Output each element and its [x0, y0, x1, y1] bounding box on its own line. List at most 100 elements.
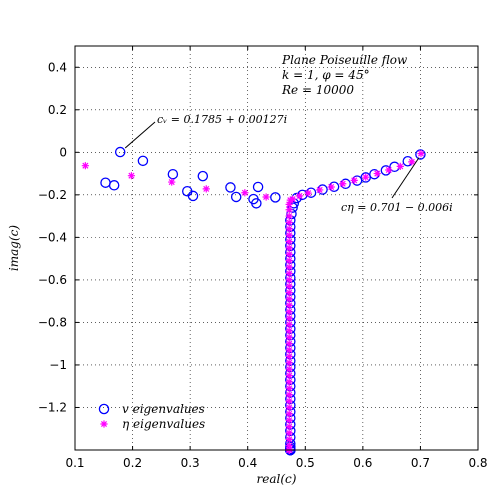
v-eigenvalue-point [114, 146, 126, 158]
eta-eigenvalue-point [327, 183, 335, 191]
eta-eigenvalue-point [285, 244, 293, 252]
eta-eigenvalue-point [285, 384, 293, 392]
x-tick-label: 0.2 [123, 456, 142, 470]
callout-annotations: cᵥ = 0.1785 + 0.00127i cη = 0.701 − 0.006… [124, 113, 453, 214]
eta-eigenvalue-point [285, 314, 293, 322]
eta-eigenvalue-point [285, 352, 293, 361]
y-tick-label: 0.4 [48, 60, 67, 74]
eta-eigenvalue-point [295, 192, 304, 200]
y-tick-label: −0.4 [38, 230, 67, 244]
x-tick-label: 0.1 [65, 456, 84, 470]
eta-eigenvalue-point [285, 289, 293, 297]
eta-eigenvalue-point [408, 158, 416, 166]
x-tick-label: 0.7 [411, 456, 430, 470]
callout-leader-line [391, 157, 420, 199]
eta-eigenvalue-point [285, 308, 293, 316]
axis-ticks: 0.1 0.2 0.3 0.4 0.5 0.6 0.7 0.8 0.4 0.2 0 −0.2 −0.4 −… [38, 46, 488, 470]
eta-eigenvalue-point [285, 340, 293, 348]
eta-eigenvalue-point [350, 176, 358, 184]
eta-eigenvalue-point [285, 371, 293, 380]
v-eigenvalue-point [369, 168, 380, 180]
eta-eigenvalue-point [285, 378, 293, 386]
eta-eigenvalue-point [316, 186, 324, 194]
y-tick-label: −0.2 [38, 188, 67, 202]
eta-eigenvalue-point [285, 403, 293, 412]
eta-eigenvalue-point [127, 172, 136, 180]
eta-eigenvalue-point [285, 416, 293, 424]
data-layer [81, 146, 426, 456]
callout-v-label: cᵥ = 0.1785 + 0.00127i [157, 113, 287, 126]
y-tick-label: 0.2 [48, 103, 67, 117]
x-tick-label: 0.4 [238, 456, 257, 470]
y-tick-label: −1.2 [38, 400, 67, 414]
y-tick-label: −0.8 [38, 315, 67, 329]
eta-eigenvalue-point [285, 225, 293, 233]
eta-eigenvalue-point [285, 327, 293, 335]
eta-eigenvalue-point [202, 185, 210, 193]
y-axis-label: imag(c) [7, 225, 21, 271]
eta-eigenvalue-point [285, 429, 293, 437]
eta-eigenvalue-point [285, 359, 293, 367]
legend-label: η eigenvalues [122, 417, 205, 431]
plot-frame [74, 45, 479, 451]
eta-eigenvalue-point [285, 365, 293, 373]
eta-eigenvalue-point [285, 269, 293, 278]
x-tick-label: 0.8 [468, 456, 487, 470]
v-eigenvalue-point [251, 198, 262, 209]
eta-eigenvalue-point [285, 276, 293, 284]
x-tick-label: 0.5 [296, 456, 315, 470]
eta-eigenvalue-point [304, 189, 312, 197]
y-tick-label: −0.6 [38, 273, 67, 287]
x-axis-label: real(c) [257, 472, 297, 486]
eta-eigenvalue-point [285, 257, 293, 265]
eta-eigenvalue-point [417, 149, 425, 158]
v-eigenvalue-point [167, 168, 179, 180]
eta-eigenvalue-point [289, 195, 297, 203]
eta-eigenvalue-point [285, 423, 293, 431]
eta-eigenvalue-point [285, 250, 293, 258]
v-eigenvalue-point [270, 192, 281, 203]
callout-eta-label: cη = 0.701 − 0.006i [341, 201, 453, 214]
eta-eigenvalue-point [262, 193, 270, 201]
y-tick-label: −1 [49, 358, 67, 372]
eta-eigenvalue-point [285, 320, 293, 329]
eta-eigenvalue-point [100, 420, 108, 428]
eta-eigenvalue-point [285, 231, 293, 239]
eta-eigenvalue-point [285, 218, 293, 227]
v-eigenvalue-point [137, 155, 149, 167]
eta-eigenvalue-point [168, 178, 176, 186]
v-eigenvalue-point [108, 180, 120, 191]
eta-eigenvalue-point [362, 173, 370, 181]
v-eigenvalue-point [225, 182, 236, 193]
eta-eigenvalue-point [285, 391, 293, 399]
annotation-line: Plane Poiseuille flow [281, 53, 408, 67]
eta-eigenvalue-point [285, 333, 293, 341]
eta-eigenvalue-point [339, 180, 347, 188]
eta-eigenvalue-point [396, 162, 404, 170]
eta-eigenvalue-point [285, 263, 293, 271]
v-eigenvalue-point [98, 403, 110, 415]
eta-eigenvalue-point [285, 206, 293, 214]
eta-eigenvalue-point [286, 196, 294, 204]
eta-eigenvalue-point [373, 169, 381, 178]
y-tick-label: 0 [59, 145, 67, 159]
eta-eigenvalue-point [285, 212, 293, 220]
eta-eigenvalue-point [81, 162, 89, 170]
eta-eigenvalue-point [285, 200, 293, 209]
eta-eigenvalue-point [285, 282, 293, 290]
v-eigenvalue-point [415, 149, 426, 160]
v-eigenvalue-point [187, 190, 199, 202]
eta-eigenvalue-point [285, 435, 293, 443]
eta-eigenvalue-point [285, 442, 293, 450]
legend-label: v eigenvalues [122, 402, 205, 416]
v-eigenvalue-point [197, 170, 209, 182]
series-eta-eigenvalues [81, 149, 425, 454]
eta-eigenvalue-point [285, 410, 293, 418]
x-tick-label: 0.6 [353, 456, 372, 470]
eta-eigenvalue-point [285, 295, 293, 303]
v-eigenvalue-point [252, 181, 264, 193]
